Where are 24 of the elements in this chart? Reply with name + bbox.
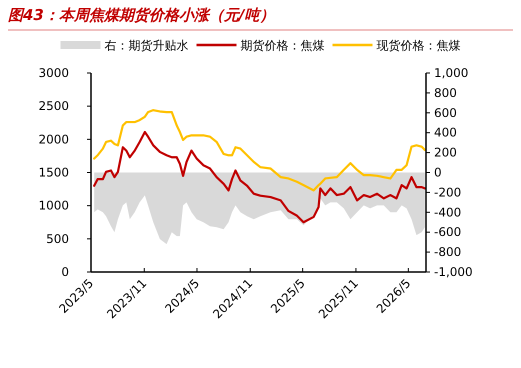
y2-tick-label: -400 (434, 205, 462, 220)
y-tick-label: 0 (61, 265, 69, 279)
y2-tick-label: 1,000 (434, 66, 468, 80)
y2-tick-label: 200 (434, 146, 457, 160)
y2-tick-label: -800 (434, 245, 462, 260)
line-series (93, 109, 426, 192)
legend-label: 右：期货升贴水 (104, 38, 188, 52)
y-tick-label: 2000 (38, 132, 69, 146)
y2-tick-label: -1,000 (434, 265, 473, 279)
y-tick-label: 500 (46, 232, 69, 246)
y-tick-label: 1000 (38, 198, 69, 213)
y-tick-label: 1500 (38, 166, 69, 180)
y-tick-label: 2500 (38, 99, 69, 114)
chart-title: 图43：本周焦煤期货价格小涨（元/吨） (8, 6, 274, 24)
legend-label: 现货价格：焦煤 (376, 38, 460, 52)
y2-tick-label: 600 (434, 106, 457, 120)
y2-tick-label: 800 (434, 86, 457, 100)
line-series (93, 130, 426, 224)
y2-tick-label: -600 (434, 225, 462, 240)
legend-label: 期货价格：焦煤 (240, 38, 324, 52)
y2-tick-label: 0 (434, 166, 442, 180)
y2-tick-label: 400 (434, 126, 457, 140)
y2-tick-label: -200 (434, 185, 462, 200)
y-tick-label: 3000 (38, 66, 69, 80)
